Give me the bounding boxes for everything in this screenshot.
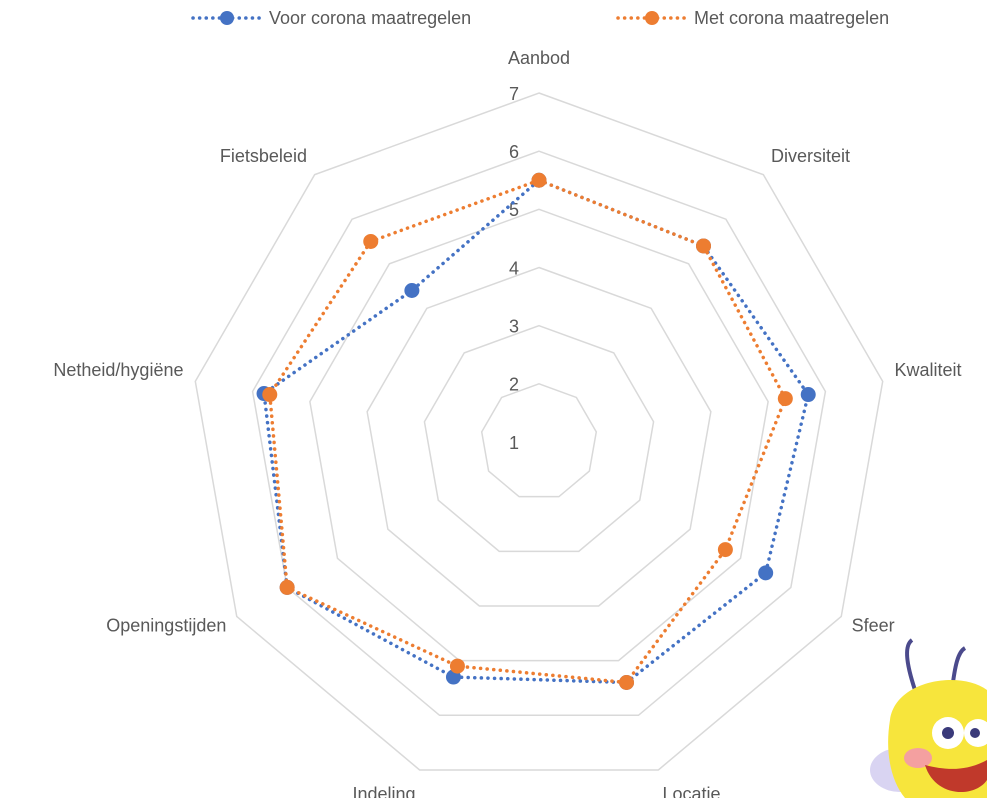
category-label: Fietsbeleid (220, 146, 307, 166)
legend-label: Met corona maatregelen (694, 8, 889, 28)
series-line (264, 180, 808, 682)
marker (532, 173, 547, 188)
marker (363, 234, 378, 249)
legend-marker (645, 11, 659, 25)
marker (801, 387, 816, 402)
grid-ring (482, 384, 597, 497)
category-label: Sfeer (852, 615, 895, 635)
chart: 1234567AanbodDiversiteitKwaliteitSfeerLo… (0, 0, 987, 798)
legend-label: Voor corona maatregelen (269, 8, 471, 28)
grid-ring (253, 151, 826, 715)
grid-ring (310, 209, 768, 660)
r-tick-label: 4 (509, 258, 519, 278)
category-label: Aanbod (508, 48, 570, 68)
marker (280, 580, 295, 595)
mascot (870, 640, 987, 798)
grid-ring (367, 268, 711, 606)
r-tick-label: 1 (509, 433, 519, 453)
category-label: Indeling (352, 784, 415, 798)
legend-marker (220, 11, 234, 25)
marker (404, 283, 419, 298)
marker (696, 238, 711, 253)
marker (758, 565, 773, 580)
category-label: Kwaliteit (895, 360, 962, 380)
plot: 1234567AanbodDiversiteitKwaliteitSfeerLo… (53, 8, 961, 798)
grid-ring (424, 326, 653, 552)
grid-ring (195, 93, 882, 770)
r-tick-label: 3 (509, 316, 519, 336)
category-label: Netheid/hygiëne (53, 360, 183, 380)
category-label: Locatie (662, 784, 720, 798)
legend-item: Met corona maatregelen (618, 8, 889, 28)
marker (619, 675, 634, 690)
r-tick-label: 7 (509, 84, 519, 104)
marker (778, 391, 793, 406)
marker (262, 387, 277, 402)
marker (718, 542, 733, 557)
marker (450, 659, 465, 674)
category-label: Openingstijden (106, 615, 226, 635)
r-tick-label: 2 (509, 375, 519, 395)
legend-item: Voor corona maatregelen (193, 8, 471, 28)
category-label: Diversiteit (771, 146, 850, 166)
r-tick-label: 6 (509, 142, 519, 162)
